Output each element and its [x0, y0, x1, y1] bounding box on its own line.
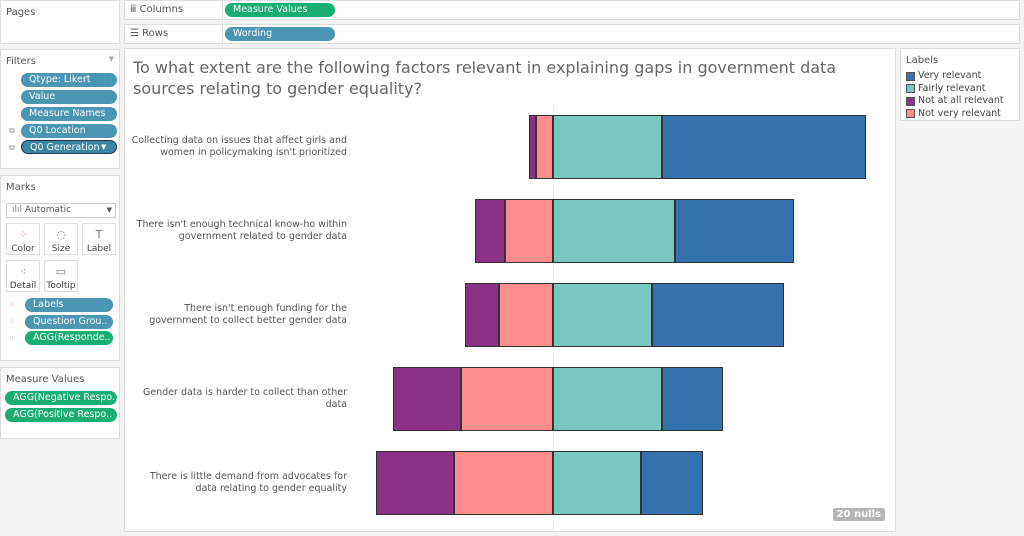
bar-segment-not-very-relevant[interactable]	[505, 199, 553, 263]
chevron-down-icon[interactable]: ▼	[101, 143, 107, 151]
legend-label: Not very relevant	[918, 107, 1001, 119]
legend-swatch	[906, 84, 915, 94]
detail-icon: ⁖	[9, 317, 14, 326]
filters-title: Filters	[6, 56, 36, 67]
measure-negative[interactable]: AGG(Negative Respo..	[5, 391, 117, 405]
rows-pill[interactable]: Wording	[225, 27, 335, 41]
filter-q0-location[interactable]: Q0 Location	[21, 124, 117, 138]
legend-label: Very relevant	[918, 70, 982, 82]
context-filter-icon: ⧉	[9, 143, 15, 152]
label-label: Label	[86, 244, 112, 254]
row-label: There isn't enough funding for the gover…	[149, 303, 347, 326]
bar-segment-very-relevant[interactable]	[661, 115, 866, 179]
columns-shelf[interactable]: ⅲ Columns Measure Values	[124, 0, 1020, 20]
bar-segment-fairly-relevant[interactable]	[553, 115, 662, 179]
size-button[interactable]: ◌ Size	[44, 223, 78, 255]
filters-panel: Filters ▼ Qtype: Likert Value Measure Na…	[0, 49, 120, 169]
bar-segment-not-at-all-relevant[interactable]	[464, 283, 499, 347]
mark-type-dropdown[interactable]: ılıl Automatic ▼	[6, 203, 116, 218]
bar-segment-not-at-all-relevant[interactable]	[529, 115, 536, 179]
mark-type-value: Automatic	[24, 205, 72, 215]
bar-segment-very-relevant[interactable]	[661, 367, 723, 431]
legend-swatch	[906, 109, 915, 119]
color-icon: ⁘	[9, 300, 16, 309]
detail-icon: ⁖	[19, 265, 27, 278]
legend-item[interactable]: Not at all relevant	[901, 95, 1019, 108]
bar-segment-not-at-all-relevant[interactable]	[474, 199, 506, 263]
row-label: Gender data is harder to collect than ot…	[142, 387, 347, 410]
bar-segment-very-relevant[interactable]	[675, 199, 795, 263]
pages-panel: Pages	[0, 0, 120, 44]
filter-qtype[interactable]: Qtype: Likert	[21, 73, 117, 87]
columns-label: ⅲ Columns	[125, 1, 223, 19]
color-button[interactable]: ⁘ Color	[6, 223, 40, 255]
marks-pill-labels[interactable]: Labels	[25, 298, 113, 312]
measure-values-panel: Measure Values AGG(Negative Respo.. AGG(…	[0, 367, 120, 439]
chart-pane: To what extent are the following factors…	[124, 48, 896, 532]
filter-value[interactable]: Value	[21, 90, 117, 104]
legend-title: Labels	[906, 55, 939, 66]
legend-swatch	[906, 96, 915, 106]
nulls-indicator[interactable]: 20 nulls	[832, 508, 885, 521]
chart-title: To what extent are the following factors…	[133, 58, 837, 98]
bar-segment-fairly-relevant[interactable]	[553, 283, 652, 347]
bar-segment-not-very-relevant[interactable]	[454, 451, 553, 515]
detail-label: Detail	[9, 281, 37, 291]
bar-segment-not-at-all-relevant[interactable]	[376, 451, 455, 515]
legend-label: Not at all relevant	[918, 95, 1004, 107]
bar-segment-fairly-relevant[interactable]	[553, 451, 642, 515]
bar-segment-very-relevant[interactable]	[641, 451, 703, 515]
label-button[interactable]: T Label	[82, 223, 116, 255]
legend-item[interactable]: Very relevant	[901, 70, 1019, 83]
bar-segment-fairly-relevant[interactable]	[553, 199, 676, 263]
detail-button[interactable]: ⁖ Detail	[6, 260, 40, 292]
context-filter-icon: ⧉	[9, 126, 15, 135]
detail-icon: ⁖	[9, 334, 14, 343]
legend-panel: Labels Very relevant Fairly relevant Not a…	[900, 48, 1020, 121]
chevron-down-icon: ▼	[106, 206, 112, 214]
legend-swatch	[906, 71, 915, 81]
bar-segment-not-at-all-relevant[interactable]	[393, 367, 462, 431]
legend-item[interactable]: Fairly relevant	[901, 83, 1019, 96]
row-label: There isn't enough technical know-ho wit…	[136, 219, 347, 242]
legend-label: Fairly relevant	[918, 82, 986, 94]
measure-positive[interactable]: AGG(Positive Respo..	[5, 408, 117, 422]
rows-icon: ☰	[130, 28, 143, 39]
marks-title: Marks	[6, 182, 36, 193]
color-icon: ⁘	[18, 228, 28, 241]
tooltip-button[interactable]: ▭ Tooltip	[44, 260, 78, 292]
rows-label: ☰ Rows	[125, 25, 223, 43]
row-label: Collecting data on issues that affect gi…	[131, 135, 347, 158]
measure-values-title: Measure Values	[6, 374, 85, 385]
filter-q0-generation[interactable]: Q0 Generation	[21, 140, 117, 154]
marks-pill-respondents[interactable]: AGG(Responde..	[25, 331, 113, 345]
marks-panel: Marks ılıl Automatic ▼ ⁘ Color ◌ Size T Lab…	[0, 175, 120, 361]
bar-segment-very-relevant[interactable]	[651, 283, 785, 347]
bar-chart-icon: ılıl	[12, 205, 25, 215]
legend-item[interactable]: Not very relevant	[901, 108, 1019, 121]
bar-segment-not-very-relevant[interactable]	[498, 283, 553, 347]
pages-title: Pages	[6, 7, 36, 18]
row-label: There is little demand from advocates fo…	[149, 471, 347, 494]
columns-pill[interactable]: Measure Values	[225, 3, 335, 17]
color-label: Color	[11, 244, 35, 254]
filters-menu-icon[interactable]: ▼	[108, 55, 114, 63]
size-icon: ◌	[56, 228, 66, 241]
label-icon: T	[95, 228, 103, 241]
size-label: Size	[51, 244, 71, 254]
bar-segment-fairly-relevant[interactable]	[553, 367, 662, 431]
tooltip-label: Tooltip	[46, 281, 76, 291]
bar-segment-not-very-relevant[interactable]	[536, 115, 553, 179]
marks-pill-question-group[interactable]: Question Grou..	[25, 315, 113, 329]
filter-measure-names[interactable]: Measure Names	[21, 107, 117, 121]
tooltip-icon: ▭	[55, 265, 67, 278]
columns-icon: ⅲ	[130, 4, 140, 15]
bar-segment-not-very-relevant[interactable]	[461, 367, 553, 431]
rows-shelf[interactable]: ☰ Rows Wording	[124, 24, 1020, 44]
